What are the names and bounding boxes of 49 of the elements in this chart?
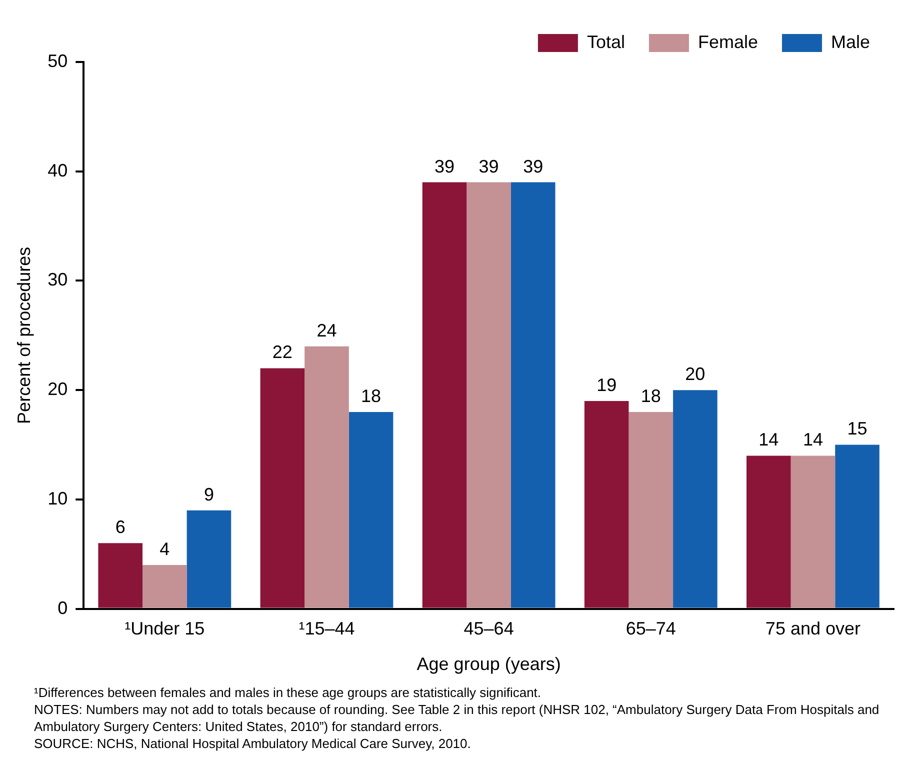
bar (628, 412, 674, 608)
y-tick-label: 10 (48, 488, 68, 508)
bar (835, 444, 880, 608)
bar (304, 346, 349, 608)
data-label: 22 (272, 342, 292, 362)
data-label: 19 (596, 374, 617, 395)
bar (510, 182, 556, 608)
bar (584, 401, 629, 608)
bar (260, 368, 305, 608)
x-tick-label: 75 and over (765, 618, 860, 639)
y-tick-label: 30 (48, 270, 68, 290)
bar (348, 412, 394, 608)
bar (98, 543, 143, 608)
data-label: 6 (115, 517, 126, 538)
bar (422, 182, 467, 608)
data-label: 15 (847, 418, 868, 439)
x-tick-label: 65–74 (626, 618, 676, 639)
y-tick-label: 50 (48, 50, 68, 71)
x-tick-label: ¹15–44 (298, 618, 355, 639)
x-axis-title: Age group (years) (416, 654, 561, 674)
data-label: 4 (160, 539, 170, 560)
data-label: 18 (640, 386, 661, 406)
text: ¹Differences between females and males in these age groups are statistically significant. (34, 684, 542, 701)
x-tick-label: ¹Under 15 (124, 618, 205, 639)
legend-label: Female (698, 32, 758, 52)
bar (466, 182, 511, 608)
legend-label: Male (830, 32, 870, 52)
source-note: SOURCE: NCHS, National Hospital Ambulatory Medical Care Survey, 2010. (34, 735, 472, 752)
bar (186, 510, 232, 608)
data-label: 39 (523, 156, 544, 176)
x-tick-label: 45–64 (464, 618, 514, 639)
y-tick-label: 40 (48, 160, 68, 180)
y-tick-label: 20 (48, 379, 68, 400)
legend-label: Total (586, 32, 625, 52)
data-label: 9 (204, 484, 214, 504)
y-tick-label: 0 (58, 598, 68, 618)
data-label: 20 (685, 364, 706, 384)
text: NOTES: Numbers may not add to totals because of rounding. See Table 2 in this report (NHSR 102, “Ambulatory Surgery Data From Hospitals and Ambulatory Surgery Centers: United States, 2010”) for standard errors. (34, 701, 880, 735)
data-label: 24 (316, 320, 337, 340)
bar (142, 565, 187, 608)
data-label: 18 (361, 386, 382, 406)
bar (746, 456, 791, 608)
y-axis-title: Percent of procedures (14, 246, 34, 424)
bar (790, 456, 836, 608)
data-label: 14 (802, 430, 823, 450)
data-label: 14 (758, 430, 779, 450)
data-label: 39 (434, 156, 455, 176)
bar (673, 390, 718, 608)
data-label: 39 (478, 156, 499, 176)
